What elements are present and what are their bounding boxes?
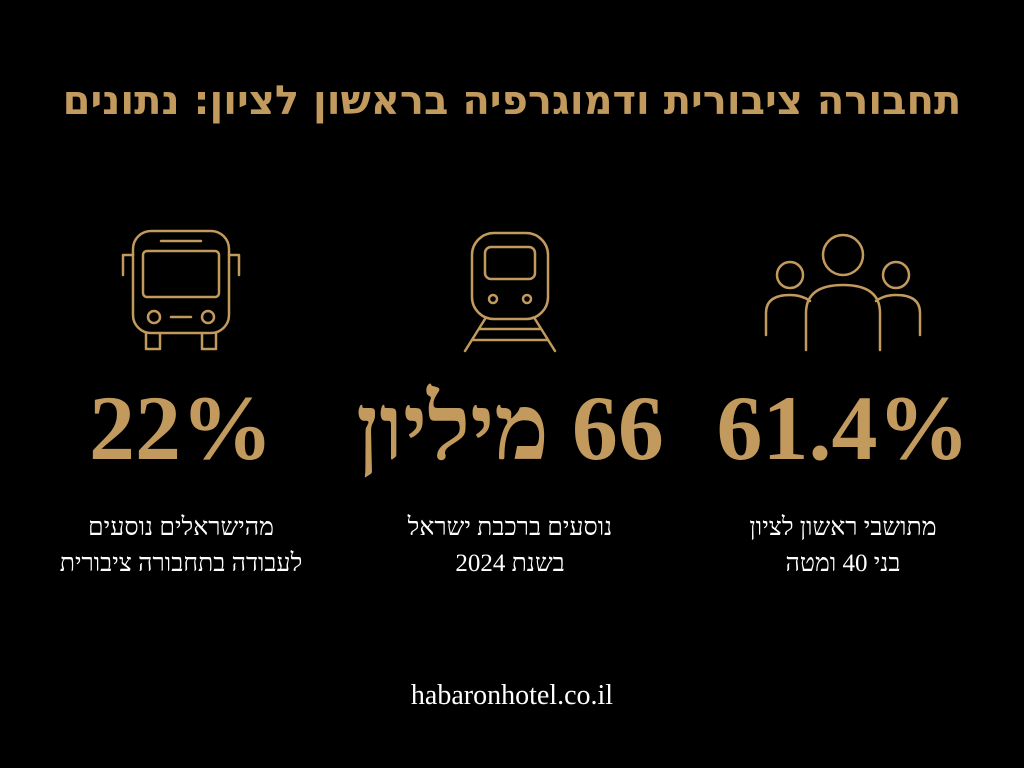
stat-label: מהישראלים נוסעים — [88, 514, 274, 541]
stat-label: בשנת 2024 — [455, 550, 565, 577]
footer-url: habaronhotel.co.il — [410, 680, 614, 711]
stat-label: מתושבי ראשון לציון — [749, 514, 937, 541]
stat-value: 61.4% — [716, 377, 970, 479]
bus-icon — [16, 220, 346, 360]
people-icon — [678, 220, 1008, 360]
stat-label: נוסעים ברכבת ישראל — [407, 514, 613, 541]
stat-card: 22% מהישראלים נוסעים לעבודה בתחבורה ציבו… — [16, 220, 346, 582]
stat-card: 61.4% מתושבי ראשון לציון בני 40 ומטה — [678, 220, 1008, 582]
stat-value: 22% — [89, 377, 273, 479]
title: תחבורה ציבורית ודמוגרפיה בראשון לציון: נ… — [62, 78, 962, 124]
stat-label: בני 40 ומטה — [785, 550, 901, 577]
stat-card: 66 מיליון נוסעים ברכבת ישראל בשנת 2024 — [345, 220, 675, 582]
stat-value: 66 מיליון — [356, 377, 664, 479]
train-icon — [345, 220, 675, 360]
stat-label: לעבודה בתחבורה ציבורית — [59, 550, 303, 577]
